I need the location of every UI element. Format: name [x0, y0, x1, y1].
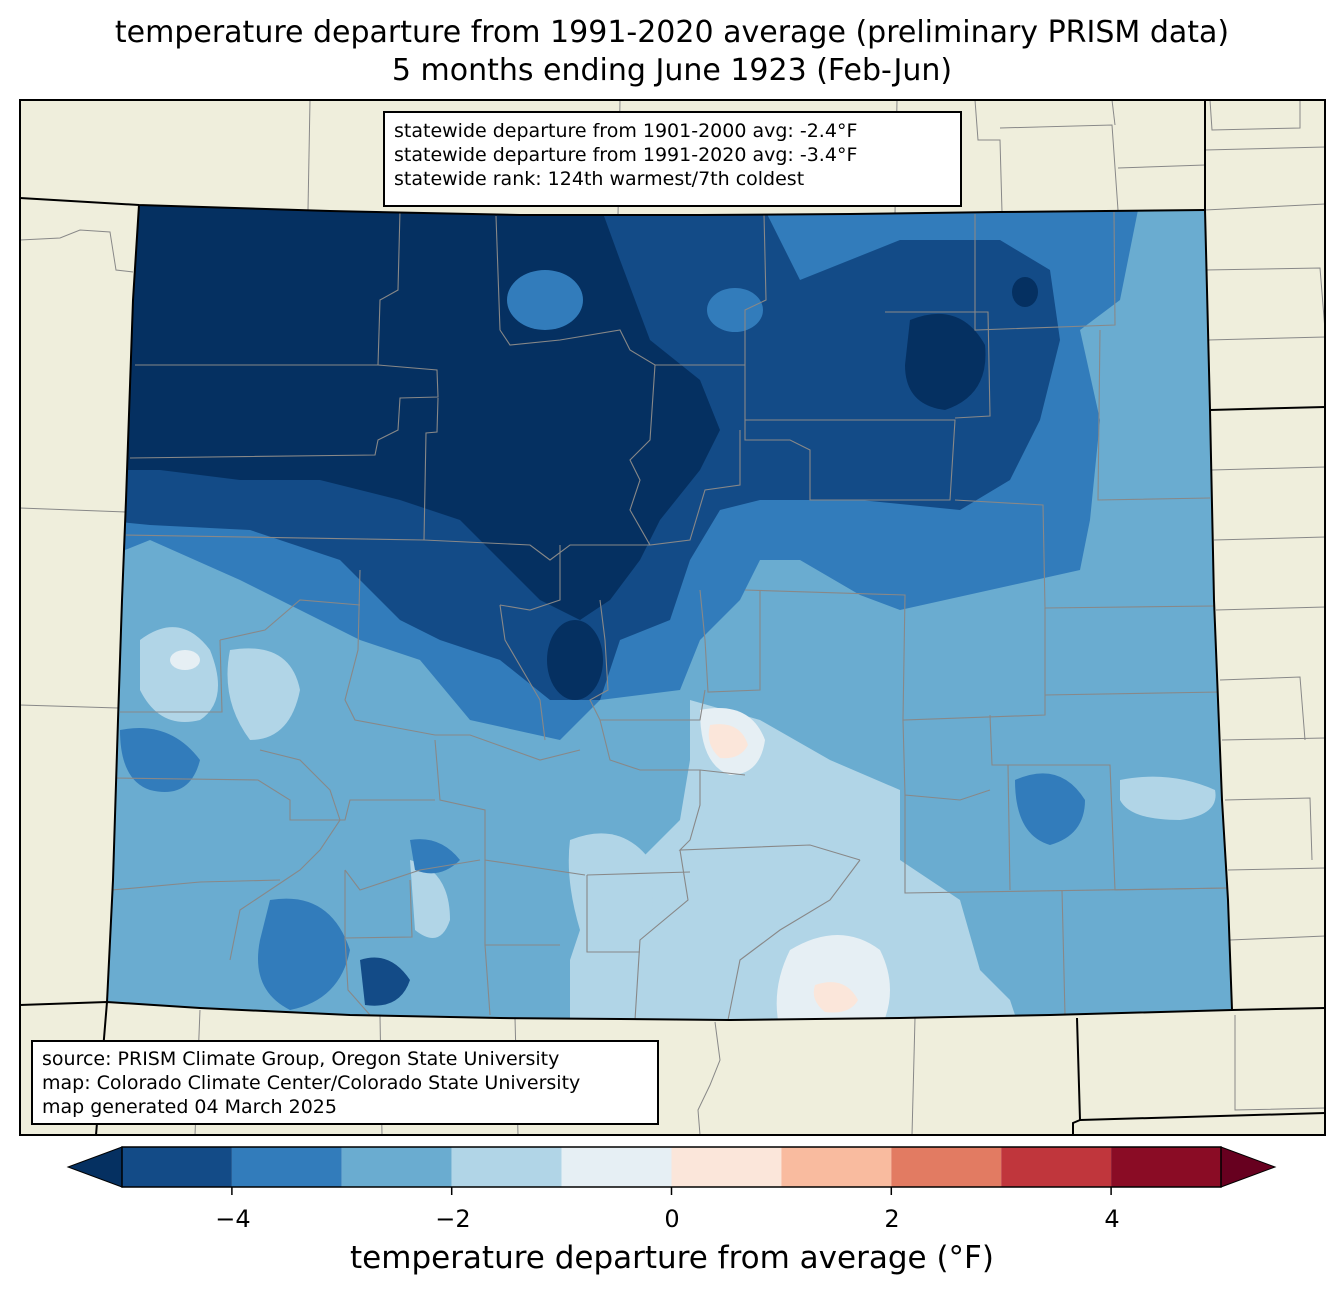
colorbar-segment: [1111, 1147, 1221, 1187]
colorbar-tick-label: −4: [215, 1205, 251, 1233]
colorbar-segment: [781, 1147, 892, 1187]
stats-departure-1901-2000: statewide departure from 1901-2000 avg: …: [394, 120, 858, 142]
map-title-line-2: 5 months ending June 1923 (Feb-Jun): [391, 53, 953, 88]
stats-departure-1991-2020: statewide departure from 1991-2020 avg: …: [394, 144, 858, 166]
source-box: source: PRISM Climate Group, Oregon Stat…: [31, 1040, 659, 1125]
colorbar-tick-label: 4: [1104, 1205, 1120, 1233]
generated-date-line: map generated 04 March 2025: [42, 1096, 337, 1118]
colorbar-segment: [891, 1147, 1002, 1187]
source-line: source: PRISM Climate Group, Oregon Stat…: [42, 1048, 560, 1070]
colorbar-over-triangle: [1220, 1146, 1277, 1188]
colorbar-segment: [671, 1147, 782, 1187]
colorbar-tick-label: 2: [884, 1205, 900, 1233]
colorbar-segment: [341, 1147, 452, 1187]
colorado-county-lines: [111, 209, 1229, 1020]
colorbar-segment: [231, 1147, 342, 1187]
colorbar-segment: [1001, 1147, 1112, 1187]
colorbar-label: temperature departure from average (°F): [350, 1240, 994, 1276]
map-credit-line: map: Colorado Climate Center/Colorado St…: [42, 1072, 581, 1094]
colorbar-tick-label: 0: [664, 1205, 680, 1233]
colorbar-segment: [451, 1147, 562, 1187]
colorbar-under-triangle: [66, 1146, 123, 1188]
colorbar-tick-label: −2: [435, 1205, 471, 1233]
stats-rank: statewide rank: 124th warmest/7th coldes…: [394, 168, 805, 190]
statewide-stats-box: statewide departure from 1901-2000 avg: …: [383, 111, 962, 207]
temperature-anomaly-field: [107, 205, 1232, 1020]
state-borders: [19, 100, 1326, 1136]
map-title-line-1: temperature departure from 1991-2020 ave…: [114, 15, 1230, 50]
colorbar: [66, 1146, 1277, 1195]
colorbar-segment: [561, 1147, 672, 1187]
colorbar-segment: [122, 1147, 232, 1187]
map-frame: [19, 99, 1326, 1136]
